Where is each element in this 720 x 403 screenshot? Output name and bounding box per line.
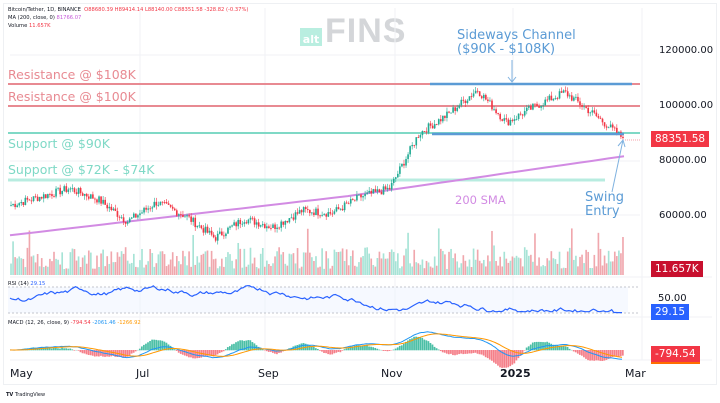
macd-line-value: -2061.46 xyxy=(92,320,116,326)
tradingview-logo-icon: TV xyxy=(6,392,14,398)
rsi-value: 29.15 xyxy=(30,281,46,287)
rsi-tag: 29.15 xyxy=(651,304,690,320)
macd-legend: MACD (12, 26, close, 9) -794.54 -2061.46… xyxy=(8,319,141,327)
time-label-may: May xyxy=(10,367,33,380)
swing-entry-label: Swing Entry xyxy=(585,191,624,219)
legend-header: Bitcoin/Tether, 1D, BINANCE O88680.39 H8… xyxy=(8,6,248,30)
rsi-label: RSI (14) xyxy=(8,281,29,287)
volume-label: Volume xyxy=(8,23,28,29)
swing-label-line1: Swing xyxy=(585,190,624,205)
price-tick-100000: 100000.00 xyxy=(659,100,714,111)
low-value: L88140.00 xyxy=(144,7,173,13)
resistance-108k-label: Resistance @ $108K xyxy=(8,67,136,82)
macd-tag: -794.54 xyxy=(651,346,700,364)
tradingview-brand: TV TradingView xyxy=(6,392,45,398)
support-72k-74k-label: Support @ $72K - $74K xyxy=(8,162,155,177)
symbol-label: Bitcoin/Tether, 1D, BINANCE xyxy=(8,7,81,13)
sma-label: 200 SMA xyxy=(455,193,506,207)
open-value: O88680.39 xyxy=(84,7,114,13)
ma-value: 81766.07 xyxy=(56,15,82,21)
sideways-channel-label: Sideways Channel ($90K - $108K) xyxy=(457,29,576,57)
logo-alt: alt xyxy=(300,28,322,46)
close-value: C88351.58 xyxy=(174,7,203,13)
macd-label: MACD (12, 26, close, 9) xyxy=(8,320,70,326)
volume-value: 11.657K xyxy=(28,23,51,29)
time-label-sep: Sep xyxy=(258,367,279,380)
time-label-2025: 2025 xyxy=(500,367,531,380)
logo-fins: FINS xyxy=(325,12,407,50)
sma-200-line xyxy=(9,155,625,237)
tradingview-label: TradingView xyxy=(14,392,46,398)
altfins-logo: alt FINS xyxy=(300,12,407,50)
volume-bars xyxy=(10,228,624,275)
high-value: H89414.14 xyxy=(114,7,144,13)
price-tick-80000: 80000.00 xyxy=(659,155,707,166)
channel-lines xyxy=(430,60,632,136)
macd-signal-value: -1266.92 xyxy=(117,320,141,326)
swing-arrow xyxy=(611,138,626,193)
resistance-100k-label: Resistance @ $100K xyxy=(8,89,136,104)
volume-tag: 11.657K xyxy=(651,261,703,277)
rsi-legend: RSI (14) 29.15 xyxy=(8,280,45,288)
support-90k-label: Support @ $90K xyxy=(8,136,110,151)
time-label-nov: Nov xyxy=(381,367,403,380)
ma-label: MA (200, close, 0) xyxy=(8,15,55,21)
price-tick-60000: 60000.00 xyxy=(659,210,707,221)
time-label-jul: Jul xyxy=(136,367,150,380)
swing-label-line2: Entry xyxy=(585,204,620,219)
channel-label-line1: Sideways Channel xyxy=(457,28,576,43)
last-price-tag: 88351.58 xyxy=(651,131,710,147)
rsi-pane xyxy=(8,285,640,314)
channel-label-line2: ($90K - $108K) xyxy=(457,42,556,57)
rsi-level-50: 50.00 xyxy=(658,293,687,304)
candlesticks xyxy=(10,86,624,245)
chart-frame xyxy=(3,3,717,385)
time-label-mar: Mar xyxy=(625,367,646,380)
change-value: -328.82 (-0.37%) xyxy=(204,7,249,13)
macd-hist-value: -794.54 xyxy=(70,320,91,326)
macd-pane xyxy=(9,331,624,368)
price-tick-120000: 120000.00 xyxy=(659,45,714,56)
